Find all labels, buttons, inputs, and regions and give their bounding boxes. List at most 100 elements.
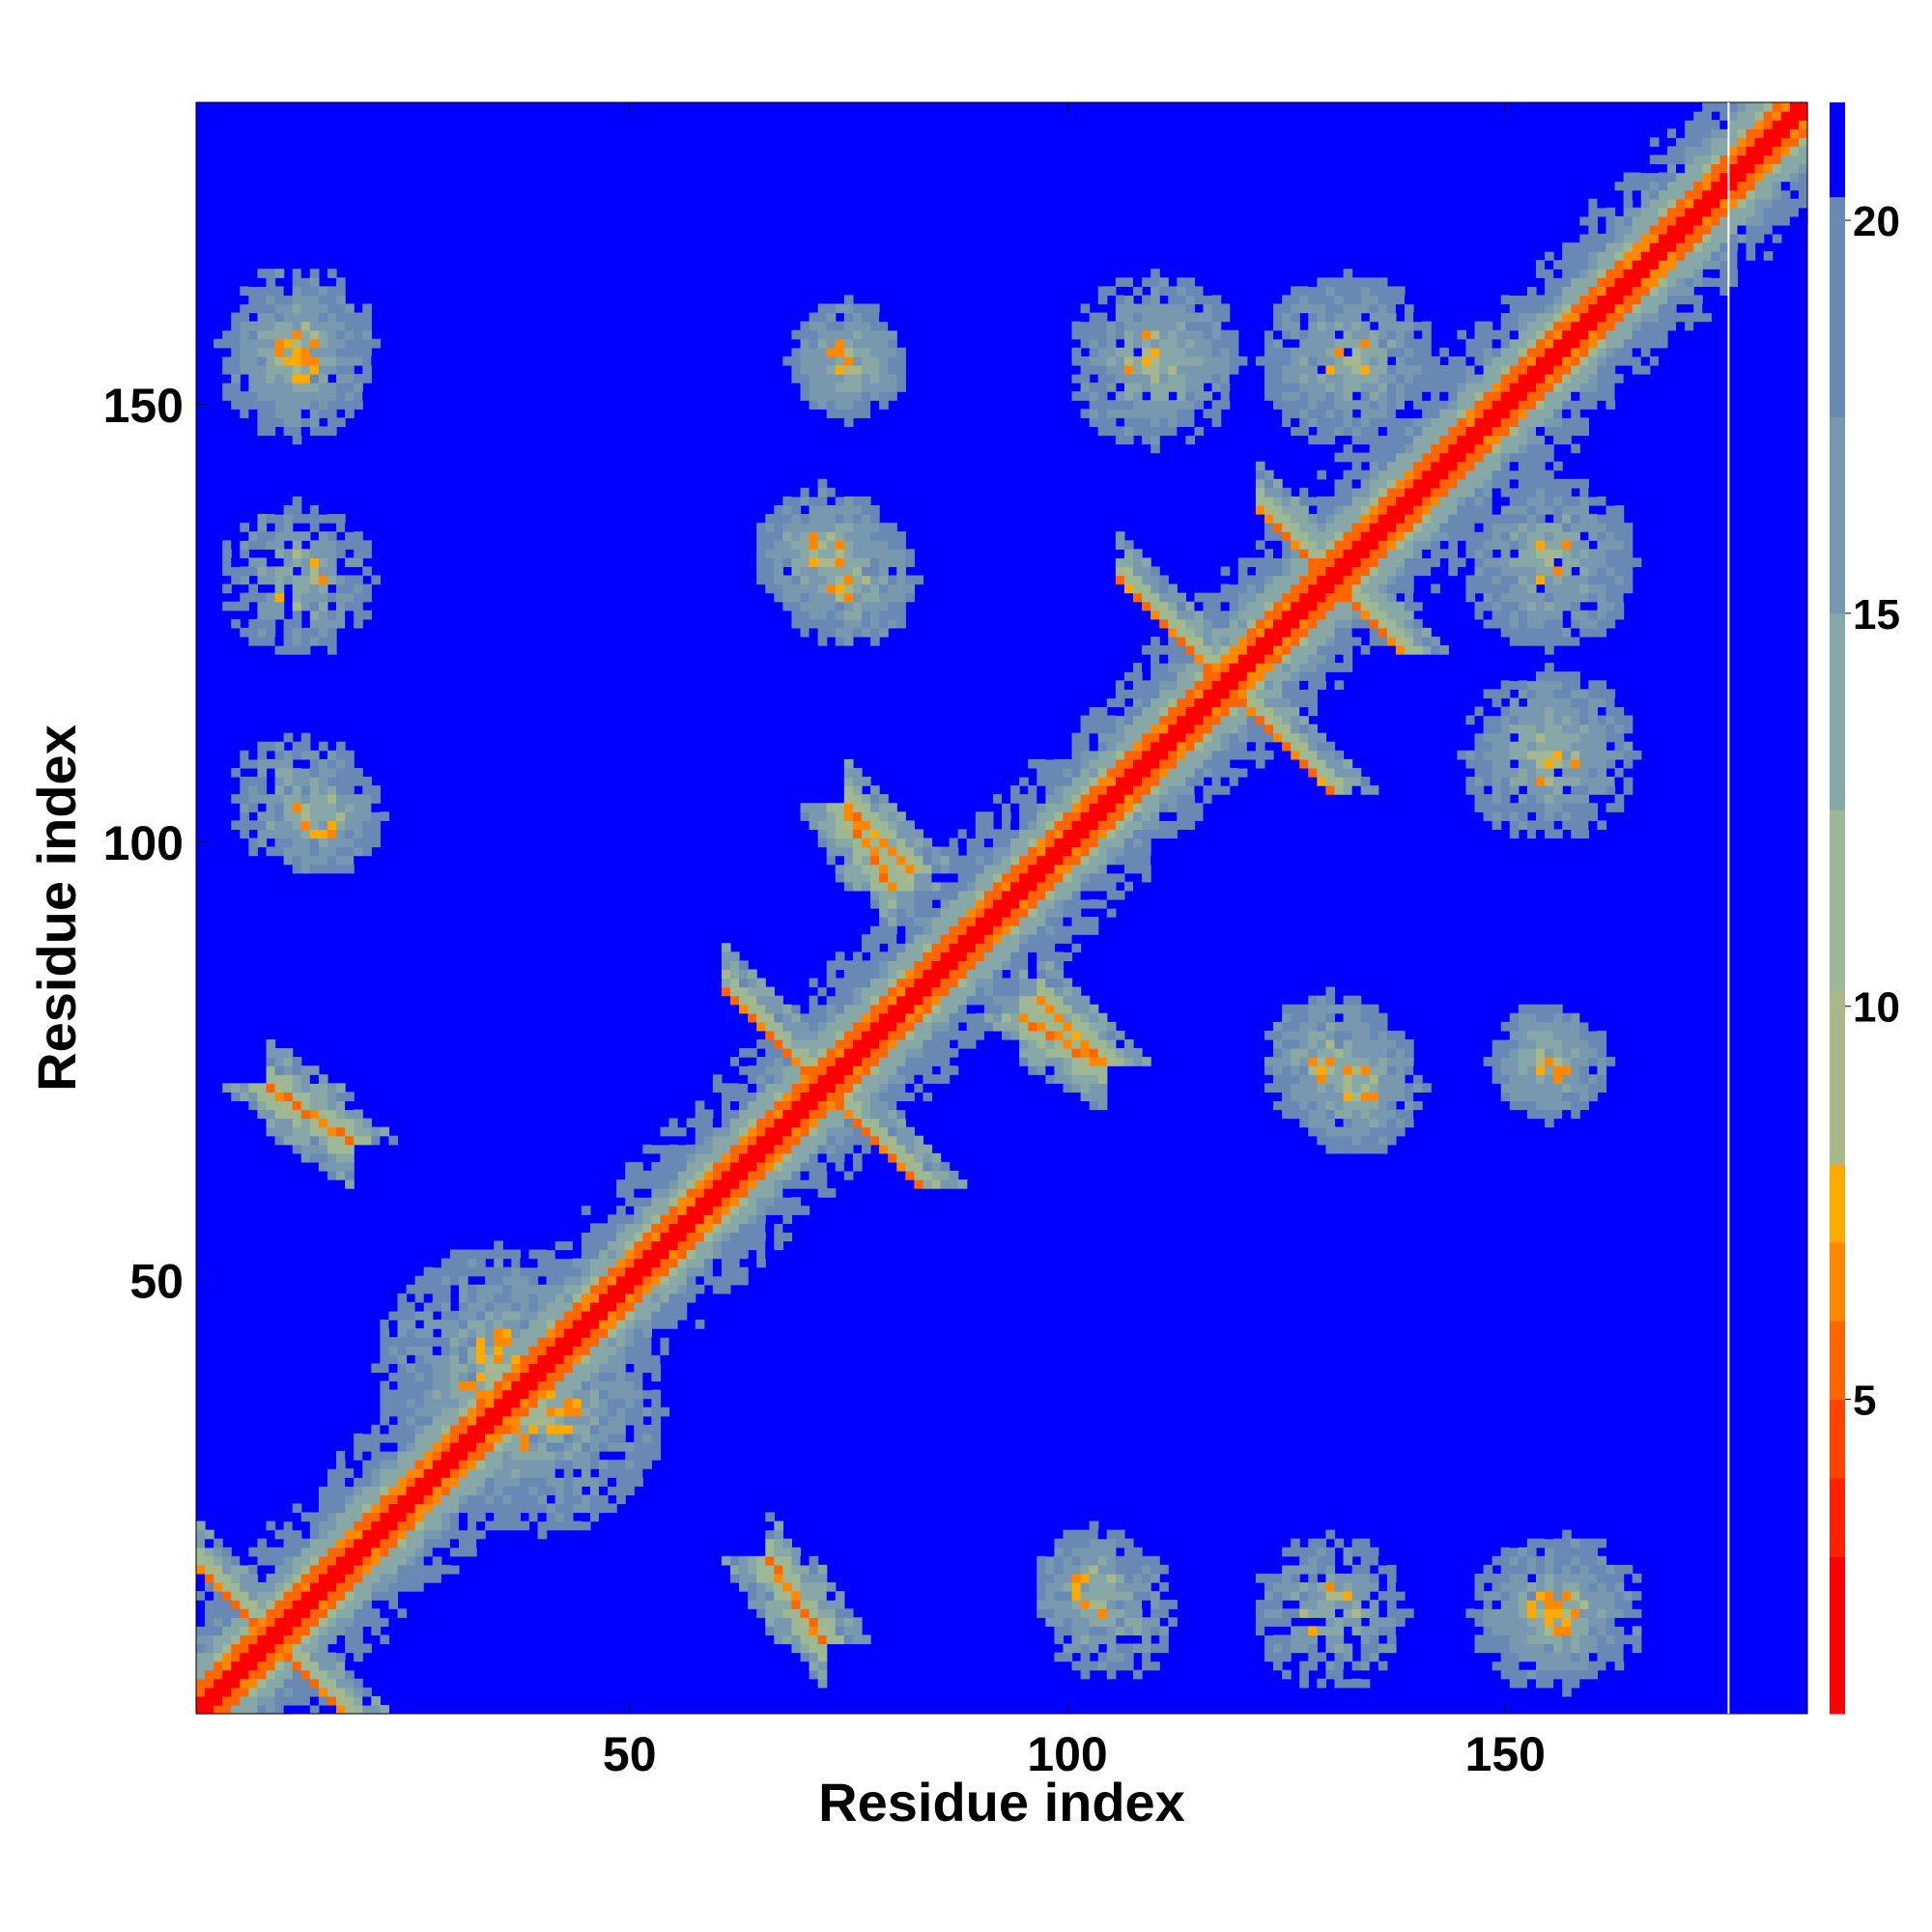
heatmap-cell	[345, 400, 355, 410]
heatmap-cell	[923, 1012, 933, 1023]
heatmap-cell	[774, 1529, 783, 1540]
heatmap-cell	[660, 1232, 670, 1242]
heatmap-cell	[511, 1468, 522, 1478]
heatmap-cell	[266, 531, 276, 541]
heatmap-cell	[782, 1564, 793, 1575]
heatmap-cell	[1045, 995, 1055, 1006]
heatmap-cell	[1002, 960, 1011, 971]
heatmap-cell	[494, 1512, 503, 1522]
heatmap-cell	[371, 1468, 381, 1478]
heatmap-cell	[388, 1424, 399, 1435]
heatmap-cell	[914, 917, 924, 926]
heatmap-cell	[1089, 1600, 1099, 1609]
heatmap-cell	[774, 1591, 783, 1601]
heatmap-cell	[791, 1038, 802, 1049]
heatmap-cell	[1002, 1030, 1011, 1040]
heatmap-cell	[1080, 1057, 1091, 1066]
heatmap-cell	[826, 523, 837, 532]
heatmap-cell	[283, 575, 294, 585]
heatmap-cell	[468, 1512, 477, 1522]
heatmap-cell	[336, 583, 346, 594]
heatmap-cell	[1123, 1038, 1134, 1049]
heatmap-cell	[817, 618, 828, 629]
heatmap-cell	[292, 417, 302, 428]
heatmap-cell	[283, 566, 294, 577]
heatmap-cell	[336, 303, 346, 314]
heatmap-cell	[292, 1538, 302, 1548]
heatmap-cell	[397, 1617, 408, 1627]
heatmap-cell	[397, 1415, 408, 1426]
heatmap-cell	[809, 496, 819, 506]
heatmap-cell	[1123, 741, 1134, 752]
heatmap-cell	[537, 1503, 548, 1514]
heatmap-cell	[274, 566, 285, 577]
heatmap-cell	[1063, 864, 1073, 874]
heatmap-cell	[449, 1433, 460, 1443]
heatmap-cell	[1080, 820, 1091, 831]
heatmap-cell	[589, 1363, 600, 1374]
heatmap-cell	[248, 1564, 259, 1575]
heatmap-cell	[222, 1608, 232, 1618]
heatmap-cell	[309, 391, 320, 401]
heatmap-cell	[817, 1012, 828, 1023]
heatmap-cell	[494, 1346, 503, 1355]
heatmap-cell	[546, 1337, 556, 1347]
heatmap-cell	[292, 1503, 302, 1514]
heatmap-cell	[1071, 855, 1082, 866]
heatmap-cell	[992, 917, 1003, 926]
heatmap-cell	[309, 1065, 320, 1075]
heatmap-cell	[782, 549, 793, 558]
heatmap-cell	[1115, 689, 1125, 699]
heatmap-cell	[248, 1704, 259, 1715]
heatmap-cell	[362, 1547, 372, 1557]
heatmap-cell	[354, 1582, 363, 1592]
heatmap-cell	[309, 1695, 320, 1706]
heatmap-cell	[774, 1021, 783, 1032]
heatmap-cell	[1080, 1538, 1091, 1548]
heatmap-cell	[634, 1346, 643, 1355]
heatmap-cell	[677, 1170, 688, 1180]
heatmap-cell	[634, 1320, 643, 1329]
heatmap-cell	[388, 1477, 399, 1487]
heatmap-cell	[1123, 364, 1134, 375]
heatmap-cell	[905, 1170, 915, 1180]
heatmap-cell	[222, 1547, 232, 1557]
heatmap-cell	[905, 1030, 915, 1040]
heatmap-cell	[240, 1678, 249, 1689]
heatmap-cell	[826, 986, 837, 997]
heatmap-cell	[703, 1206, 714, 1215]
heatmap-cell	[205, 1669, 214, 1680]
heatmap-cell	[266, 1109, 276, 1120]
heatmap-cell	[1123, 566, 1134, 577]
heatmap-cell	[975, 925, 985, 935]
heatmap-cell	[572, 1258, 582, 1268]
heatmap-cell	[300, 1547, 311, 1557]
heatmap-cell	[817, 1678, 828, 1689]
heatmap-cell	[625, 1337, 635, 1347]
heatmap-cell	[896, 960, 906, 971]
heatmap-cell	[266, 610, 276, 620]
heatmap-cell	[1080, 767, 1091, 778]
heatmap-cell	[213, 1678, 223, 1689]
heatmap-cell	[1045, 969, 1055, 980]
heatmap-cell	[791, 1048, 802, 1058]
heatmap-cell	[327, 855, 337, 866]
heatmap-cell	[870, 1065, 880, 1075]
heatmap-cell	[494, 1372, 503, 1382]
heatmap-cell	[896, 908, 906, 918]
heatmap-cell	[774, 1608, 783, 1618]
heatmap-cell	[345, 1643, 355, 1654]
heatmap-cell	[826, 1048, 837, 1058]
heatmap-cell	[423, 1363, 434, 1374]
heatmap-cell	[677, 1118, 688, 1128]
heatmap-cell	[852, 347, 863, 357]
heatmap-cell	[1045, 811, 1055, 821]
heatmap-cell	[354, 1704, 363, 1715]
heatmap-cell	[949, 1170, 959, 1180]
heatmap-cell	[458, 1477, 469, 1487]
heatmap-cell	[852, 575, 863, 585]
heatmap-cell	[327, 531, 337, 541]
heatmap-cell	[485, 1301, 495, 1312]
heatmap-cell	[1123, 1555, 1134, 1566]
heatmap-cell	[1123, 1048, 1134, 1058]
